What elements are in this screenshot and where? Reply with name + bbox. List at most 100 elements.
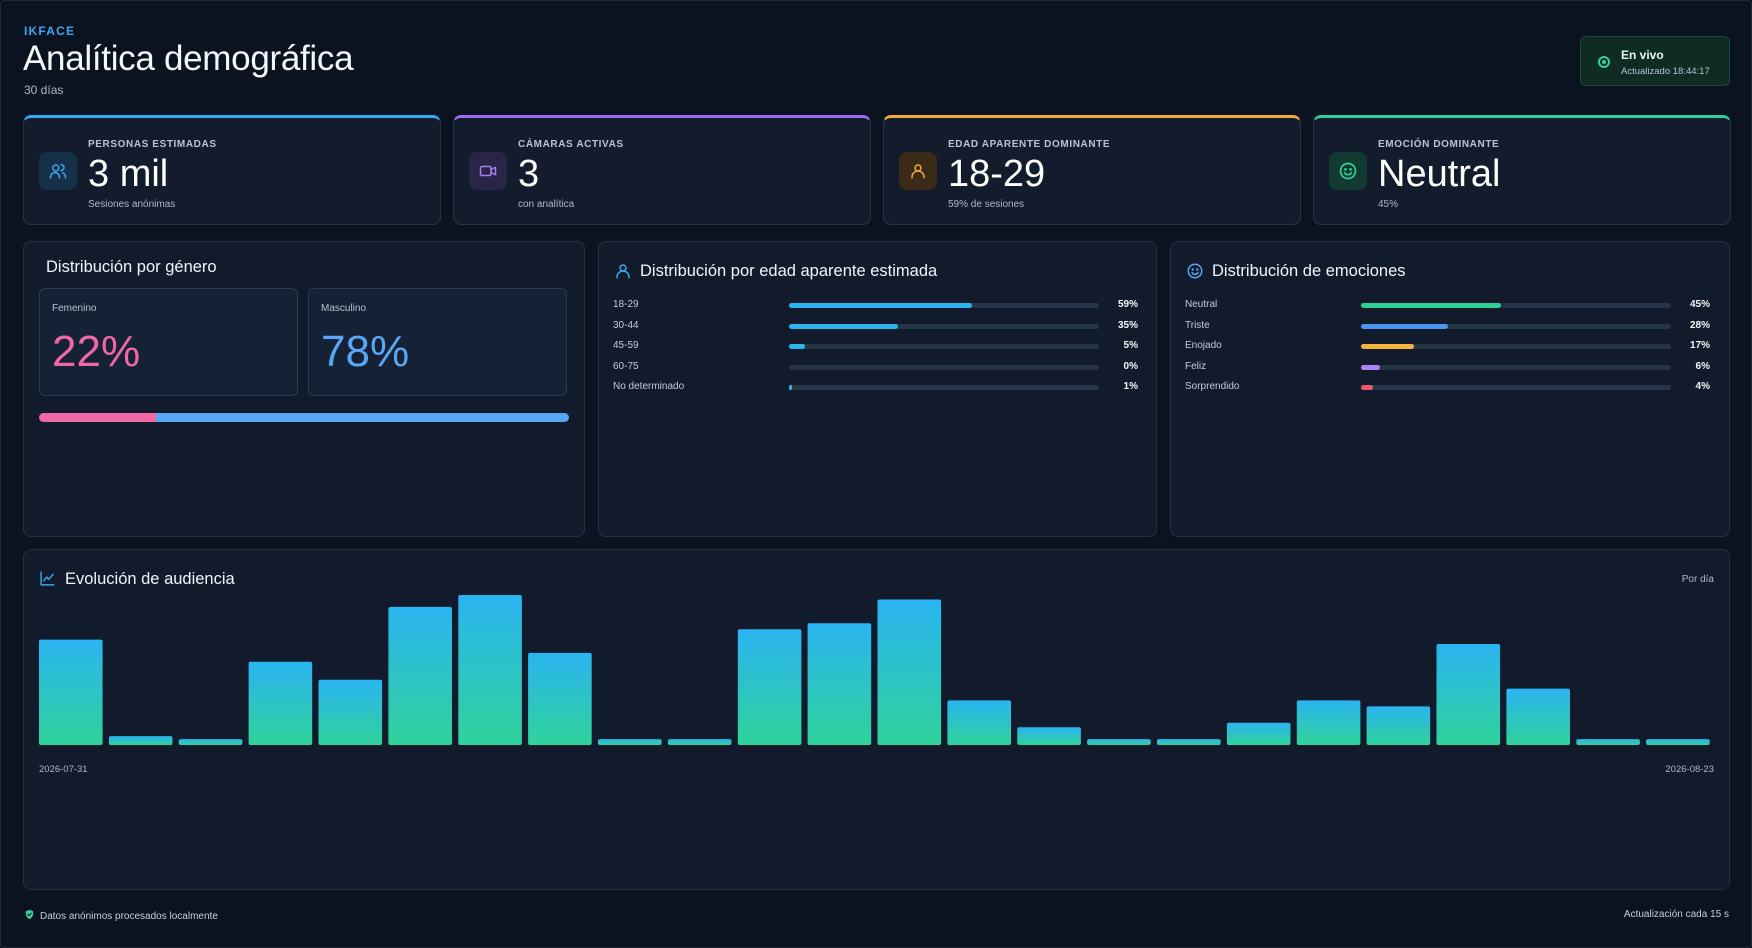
audience-bar — [877, 599, 942, 745]
emotions-row-percent: 4% — [1695, 381, 1710, 392]
kpi-sub: 59% de sesiones — [948, 199, 1025, 210]
emotions-row-percent: 17% — [1689, 340, 1710, 351]
kpi-label: EDAD APARENTE DOMINANTE — [948, 139, 1111, 150]
age-row-label: 60-75 — [613, 360, 639, 372]
emotions-row-label: Triste — [1185, 319, 1210, 331]
audience-panel: Evolución de audiencia Por día 2026-07-3… — [23, 549, 1730, 890]
emotions-row-fill — [1361, 385, 1374, 390]
emotions-row-fill — [1361, 323, 1448, 329]
line-chart-icon — [39, 570, 56, 592]
audience-bar — [1576, 739, 1640, 745]
age-row-percent: 35% — [1117, 319, 1138, 331]
granularity-label: Por día — [1681, 574, 1714, 585]
age-row-label: 18-29 — [613, 299, 639, 310]
audience-bar — [947, 700, 1011, 745]
audience-bar — [1296, 700, 1361, 745]
kpi-card-edad: EDAD APARENTE DOMINANTE 18-29 59% de ses… — [883, 115, 1301, 225]
emotions-row-track — [1361, 323, 1671, 329]
emotions-panel-title: Distribución de emociones — [1212, 262, 1406, 280]
female-label: Femenino — [52, 303, 97, 314]
age-row-track — [789, 364, 1099, 370]
kpi-sub: Sesiones anónimas — [88, 199, 176, 210]
audience-bar — [1646, 739, 1710, 745]
emotions-row-track — [1361, 303, 1671, 308]
gender-split-bar — [39, 413, 569, 422]
kpi-card-camaras: CÁMARAS ACTIVAS 3 con analítica — [453, 115, 871, 225]
kpi-label: CÁMARAS ACTIVAS — [518, 139, 624, 150]
emotions-row-percent: 28% — [1689, 319, 1710, 331]
audience-panel-title: Evolución de audiencia — [65, 570, 235, 588]
x-axis-start-label: 2026-07-31 — [39, 764, 88, 775]
period-label: 30 días — [24, 83, 64, 97]
audience-bar — [807, 623, 872, 745]
user-icon — [899, 152, 937, 190]
kpi-value: 3 — [518, 153, 540, 195]
emotions-row-fill — [1361, 364, 1380, 370]
refresh-interval-text: Actualización cada 15 s — [1623, 909, 1729, 920]
emotions-row-label: Feliz — [1185, 360, 1207, 372]
audience-bar — [1366, 706, 1431, 745]
audience-bar — [737, 629, 802, 745]
smile-icon — [1186, 262, 1204, 285]
x-axis-end-label: 2026-08-23 — [1665, 764, 1714, 775]
kpi-value: Neutral — [1378, 153, 1501, 195]
smile-icon — [1329, 152, 1367, 190]
user-icon — [614, 262, 632, 285]
page-title: Analítica demográfica — [23, 39, 354, 78]
audience-bar — [108, 736, 173, 745]
audience-bar — [388, 606, 452, 745]
audience-bar — [178, 739, 243, 745]
age-row-percent: 1% — [1123, 381, 1138, 392]
emotions-row-fill — [1361, 344, 1414, 349]
emotions-row-percent: 6% — [1695, 360, 1710, 372]
emotions-panel: Distribución de emociones Neutral 45% Tris… — [1170, 241, 1730, 537]
audience-bar — [1087, 739, 1151, 745]
brand-label: IKFACE — [24, 24, 76, 38]
audience-bar — [1017, 727, 1081, 745]
last-updated-text: Actualizado 18:44:17 — [1621, 66, 1710, 77]
age-row-label: 30-44 — [613, 319, 639, 331]
audience-bar — [667, 739, 732, 745]
gender-panel: Distribución por género Femenino 22% Mas… — [23, 241, 585, 537]
emotions-row-track — [1361, 344, 1671, 349]
emotions-row-track — [1361, 364, 1671, 370]
audience-bar — [39, 639, 103, 745]
kpi-value: 18-29 — [948, 153, 1046, 195]
male-value: 78% — [321, 327, 410, 376]
age-row-track — [789, 385, 1099, 390]
video-camera-icon — [469, 152, 507, 190]
gender-panel-title: Distribución por género — [46, 258, 217, 276]
privacy-note: Datos anónimos procesados localmente — [24, 909, 218, 923]
kpi-card-emocion: EMOCIÓN DOMINANTE Neutral 45% — [1313, 115, 1731, 225]
age-row-label: No determinado — [613, 381, 685, 392]
age-row-fill — [789, 385, 792, 390]
age-row-track — [789, 344, 1099, 349]
age-row-percent: 5% — [1123, 340, 1138, 351]
kpi-sub: con analítica — [518, 199, 575, 210]
privacy-text: Datos anónimos procesados localmente — [40, 910, 218, 922]
audience-bar — [458, 595, 522, 745]
male-label: Masculino — [321, 303, 367, 314]
age-row-track — [789, 303, 1099, 308]
audience-bar — [1436, 644, 1501, 745]
shield-check-icon — [24, 909, 35, 923]
female-stat-box: Femenino 22% — [39, 288, 298, 396]
audience-bar — [1226, 722, 1291, 745]
age-panel-title: Distribución por edad aparente estimada — [640, 262, 938, 280]
age-row-percent: 0% — [1123, 360, 1138, 372]
audience-bar-chart — [39, 595, 1710, 745]
age-row-fill — [789, 323, 898, 329]
audience-bar — [1157, 739, 1221, 745]
emotions-row-fill — [1361, 303, 1501, 308]
live-status-text: En vivo — [1621, 48, 1664, 62]
age-row-fill — [789, 344, 805, 349]
kpi-label: EMOCIÓN DOMINANTE — [1378, 139, 1500, 150]
kpi-label: PERSONAS ESTIMADAS — [88, 139, 217, 150]
kpi-card-personas: PERSONAS ESTIMADAS 3 mil Sesiones anónim… — [23, 115, 441, 225]
audience-bar — [248, 661, 313, 745]
audience-bar — [318, 679, 383, 745]
users-icon — [39, 152, 77, 190]
emotions-row-label: Sorprendido — [1185, 381, 1240, 392]
audience-bar — [1506, 688, 1570, 745]
